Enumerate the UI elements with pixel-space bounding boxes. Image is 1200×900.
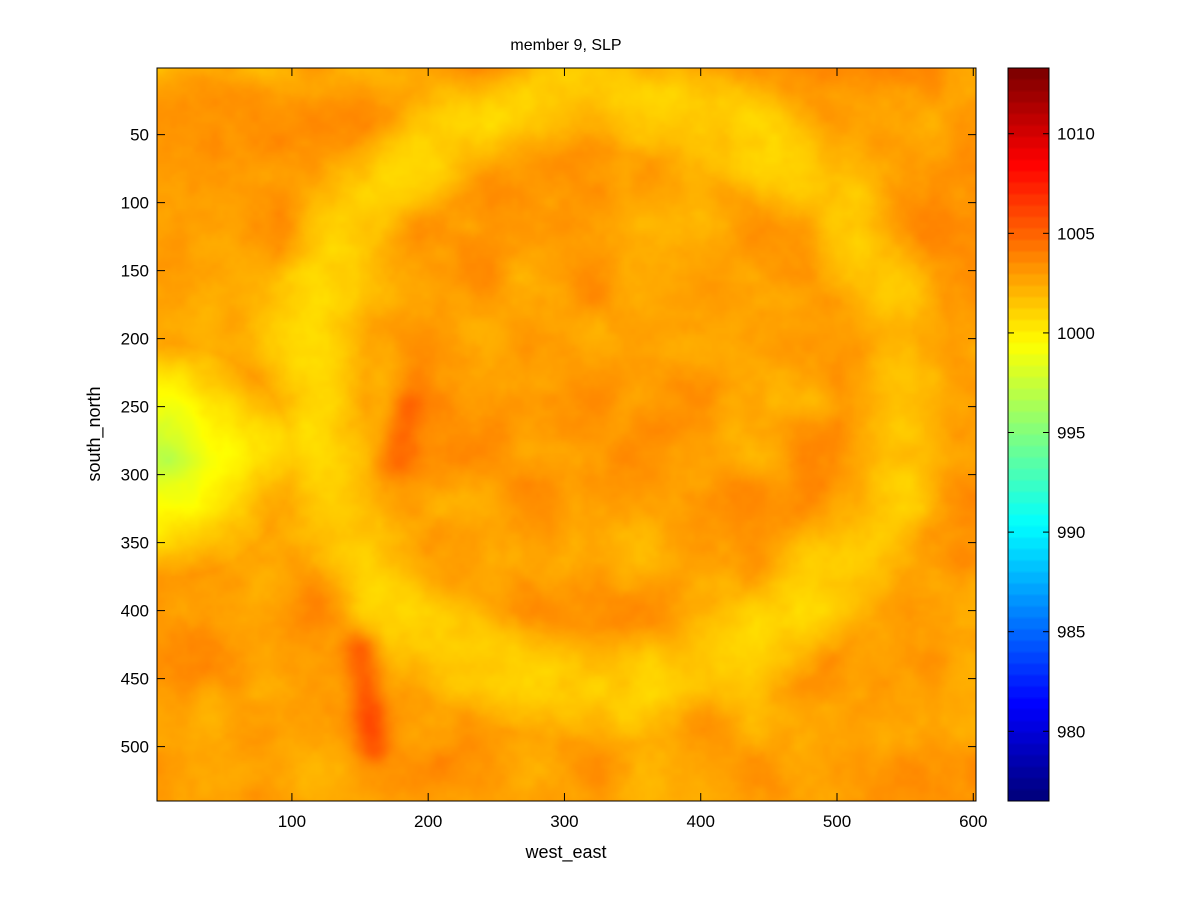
y-tick-label: 500	[121, 738, 149, 757]
x-tick-label: 100	[278, 812, 306, 831]
y-tick-label: 50	[130, 126, 149, 145]
x-axis-ticks: 100 200 300 400 500 600	[278, 68, 987, 831]
y-tick-label: 350	[121, 534, 149, 553]
colorbar-tick-label: 1005	[1057, 224, 1095, 243]
y-tick-label: 100	[121, 194, 149, 213]
colorbar-tick-label: 985	[1057, 623, 1085, 642]
x-tick-label: 300	[550, 812, 578, 831]
x-axis-label: west_east	[524, 842, 606, 863]
y-tick-label: 150	[121, 262, 149, 281]
colorbar: 980 985 990 995 1000 1005 1010	[1007, 67, 1095, 802]
x-tick-label: 400	[687, 812, 715, 831]
y-tick-label: 200	[121, 330, 149, 349]
heatmap-image	[157, 68, 976, 801]
x-tick-label: 600	[959, 812, 987, 831]
x-tick-label: 500	[823, 812, 851, 831]
y-tick-label: 400	[121, 602, 149, 621]
plot-frame	[156, 67, 977, 802]
colorbar-tick-label: 1010	[1057, 125, 1095, 144]
colorbar-tick-label: 1000	[1057, 324, 1095, 343]
heatmap-area	[157, 68, 976, 801]
colorbar-tick-label: 995	[1057, 424, 1085, 443]
y-tick-label: 250	[121, 398, 149, 417]
chart-title: member 9, SLP	[510, 37, 621, 54]
x-tick-label: 200	[414, 812, 442, 831]
colorbar-tick-label: 990	[1057, 523, 1085, 542]
y-axis-label: south_north	[84, 386, 105, 481]
colorbar-gradient	[1008, 68, 1049, 801]
colorbar-frame	[1007, 67, 1050, 802]
colorbar-ticks: 980 985 990 995 1000 1005 1010	[1008, 125, 1095, 741]
colorbar-tick-label: 980	[1057, 722, 1085, 741]
y-tick-label: 300	[121, 466, 149, 485]
y-axis-ticks: 50 100 150 200 250 300 350 400 450 500	[121, 126, 976, 757]
y-tick-label: 450	[121, 670, 149, 689]
